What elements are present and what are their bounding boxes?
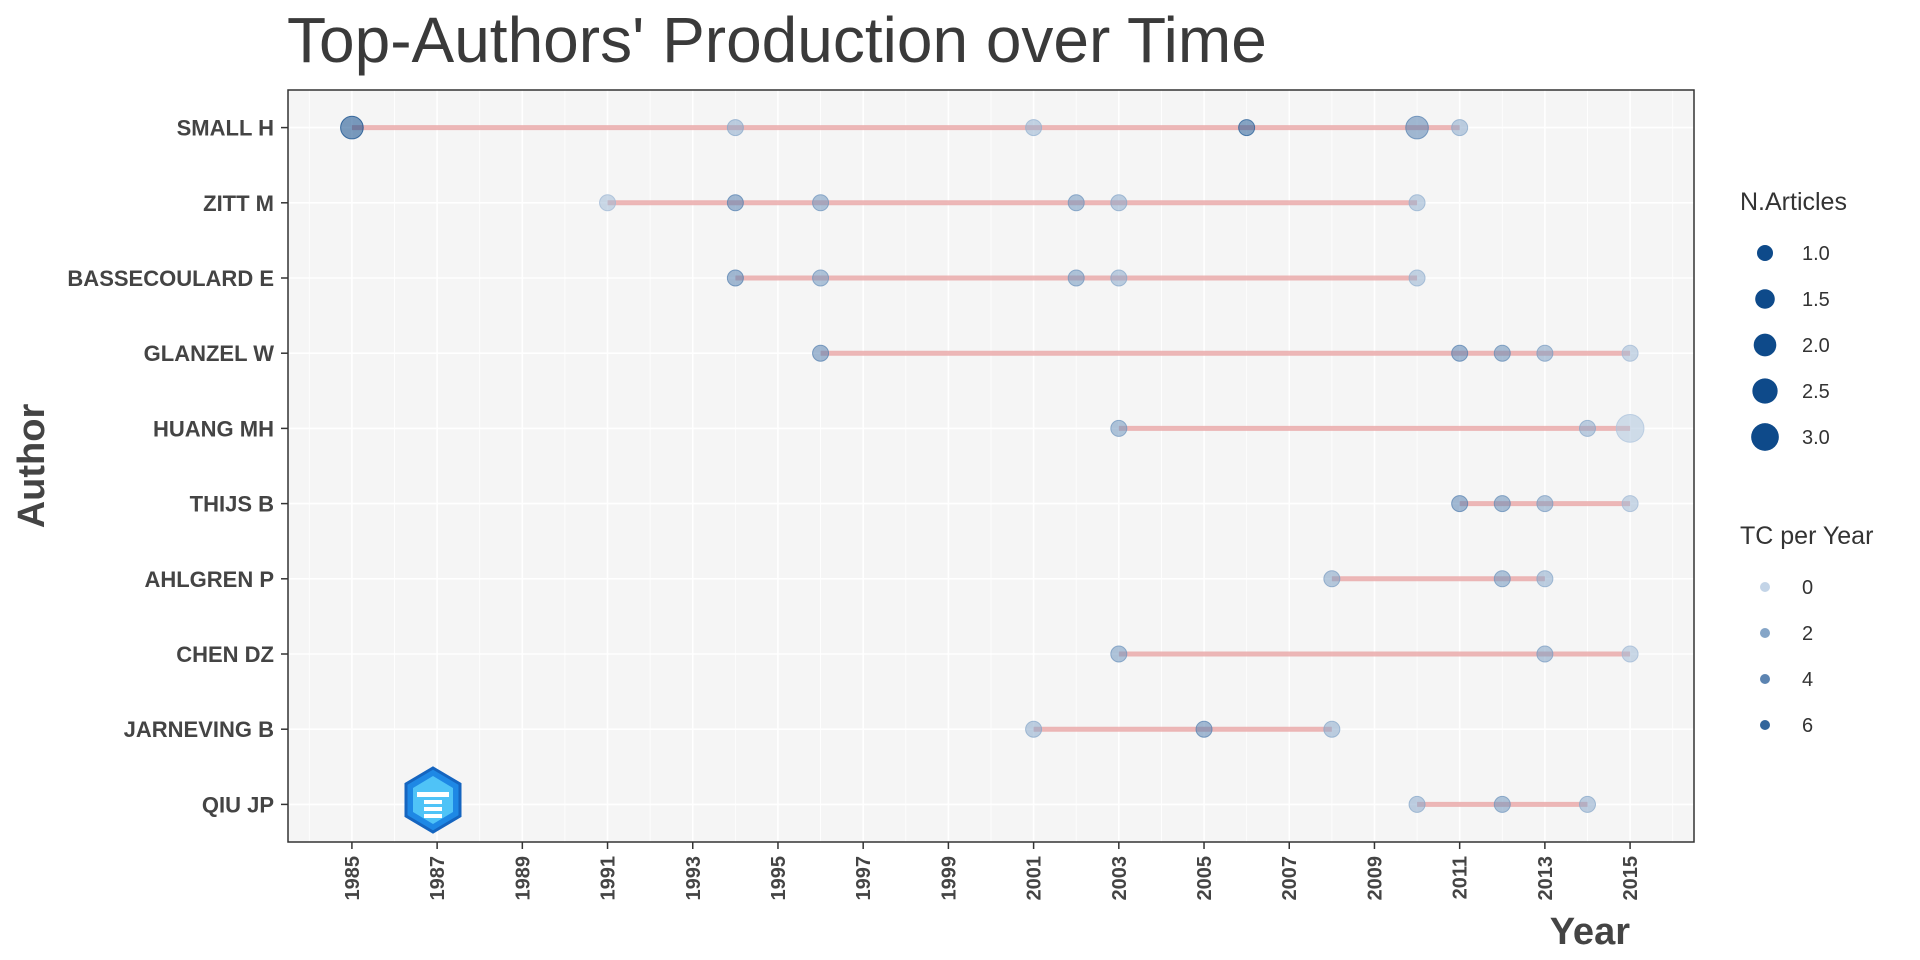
- data-point: [812, 194, 830, 212]
- data-point: [1408, 194, 1426, 212]
- legend-color-swatch: [1760, 720, 1770, 730]
- y-tick-label: BASSECOULARD E: [67, 266, 274, 291]
- legend-size-label: 2.5: [1802, 381, 1830, 403]
- x-tick-label: 2007: [1279, 856, 1301, 901]
- y-tick-label: AHLGREN P: [144, 567, 274, 592]
- data-point: [1621, 344, 1639, 362]
- legend-size-swatch: [1757, 245, 1773, 261]
- data-point: [1025, 720, 1043, 738]
- x-tick-label: 1985: [342, 856, 364, 901]
- x-axis-ticks: 1985 1987 1989 1991 1993 1995 1997 1999 2001 2003…: [342, 842, 1642, 901]
- x-tick-label: 1999: [938, 856, 960, 901]
- data-point: [1195, 720, 1213, 738]
- legend-color-title: TC per Year: [1740, 522, 1873, 550]
- legend-size-title: N.Articles: [1740, 188, 1847, 216]
- data-point: [1536, 645, 1554, 663]
- x-tick-label: 2001: [1024, 856, 1046, 901]
- legend-color-swatch: [1760, 674, 1770, 684]
- x-tick-label: 1993: [683, 856, 705, 901]
- y-tick-label: ZITT M: [203, 191, 274, 216]
- data-point: [1323, 720, 1341, 738]
- data-point: [1451, 344, 1469, 362]
- x-tick-label: 2013: [1535, 856, 1557, 901]
- y-tick-label: HUANG MH: [153, 416, 274, 441]
- x-tick-label: 1987: [427, 856, 449, 901]
- x-tick-label: 1991: [598, 856, 620, 901]
- x-tick-label: 2015: [1620, 856, 1642, 901]
- x-axis-label: Year: [1550, 911, 1631, 953]
- data-point: [1408, 269, 1426, 287]
- legend-size-swatch: [1751, 423, 1779, 451]
- data-point: [1110, 194, 1128, 212]
- x-tick-label: 1995: [768, 856, 790, 901]
- data-point: [1536, 344, 1554, 362]
- data-point: [1110, 269, 1128, 287]
- data-point: [812, 344, 830, 362]
- legend-color-swatch: [1760, 582, 1770, 592]
- legend-color-label: 6: [1802, 715, 1813, 737]
- data-point: [1067, 269, 1085, 287]
- data-point: [1493, 795, 1511, 813]
- data-point: [1536, 495, 1554, 513]
- legend-size: 1.0 1.5 2.0 2.5 3.0: [1751, 243, 1830, 451]
- x-tick-label: 2009: [1364, 856, 1386, 901]
- data-point: [1110, 419, 1128, 437]
- data-point: [1578, 419, 1596, 437]
- y-tick-label: QIU JP: [202, 792, 274, 817]
- data-point: [1621, 495, 1639, 513]
- x-tick-label: 2011: [1450, 856, 1472, 899]
- data-point: [1493, 495, 1511, 513]
- data-point: [1025, 119, 1043, 137]
- data-point: [1493, 344, 1511, 362]
- x-tick-label: 1997: [853, 856, 875, 901]
- legend-color-label: 0: [1802, 577, 1813, 599]
- plot-border: [287, 89, 1695, 843]
- data-point: [340, 115, 364, 140]
- y-tick-label: GLANZEL W: [144, 341, 275, 366]
- data-point: [726, 119, 744, 137]
- y-tick-label: SMALL H: [177, 116, 274, 141]
- x-tick-label: 2003: [1109, 856, 1131, 901]
- y-tick-label: THIJS B: [190, 492, 274, 517]
- data-point: [1110, 645, 1128, 663]
- legend-color-label: 4: [1802, 669, 1813, 691]
- data-points: [340, 115, 1645, 813]
- legend-size-swatch: [1753, 333, 1777, 357]
- data-point: [1536, 570, 1554, 588]
- data-point: [1408, 795, 1426, 813]
- data-point: [726, 194, 744, 212]
- data-point: [1067, 194, 1085, 212]
- bibliometrix-logo: [404, 766, 462, 834]
- legend-size-label: 3.0: [1802, 427, 1830, 449]
- legend-size-swatch: [1755, 289, 1775, 309]
- y-axis-ticks: SMALL H ZITT M BASSECOULARD E GLANZEL W HUAN…: [67, 116, 288, 817]
- data-point: [1405, 115, 1429, 140]
- data-point: [726, 269, 744, 287]
- legend-color: 0 2 4 6: [1760, 577, 1813, 737]
- data-point: [1578, 795, 1596, 813]
- legend-size-label: 1.5: [1802, 289, 1830, 311]
- data-point: [1451, 119, 1469, 137]
- data-point: [1493, 570, 1511, 588]
- data-point: [599, 194, 617, 212]
- data-point: [1451, 495, 1469, 513]
- x-tick-label: 2005: [1194, 856, 1216, 901]
- y-axis-label: Author: [11, 404, 53, 529]
- data-point: [1238, 119, 1256, 137]
- legend-size-label: 1.0: [1802, 243, 1830, 265]
- legend-color-swatch: [1760, 628, 1770, 638]
- y-tick-label: JARNEVING B: [124, 717, 274, 742]
- data-point: [1615, 414, 1645, 443]
- data-point: [1323, 570, 1341, 588]
- y-tick-label: CHEN DZ: [176, 642, 274, 667]
- x-tick-label: 1989: [512, 856, 534, 901]
- legend-size-label: 2.0: [1802, 335, 1830, 357]
- chart-title: Top-Authors' Production over Time: [287, 4, 1267, 76]
- data-point: [1621, 645, 1639, 663]
- data-point: [812, 269, 830, 287]
- legend-size-swatch: [1752, 378, 1778, 404]
- legend-color-label: 2: [1802, 623, 1813, 645]
